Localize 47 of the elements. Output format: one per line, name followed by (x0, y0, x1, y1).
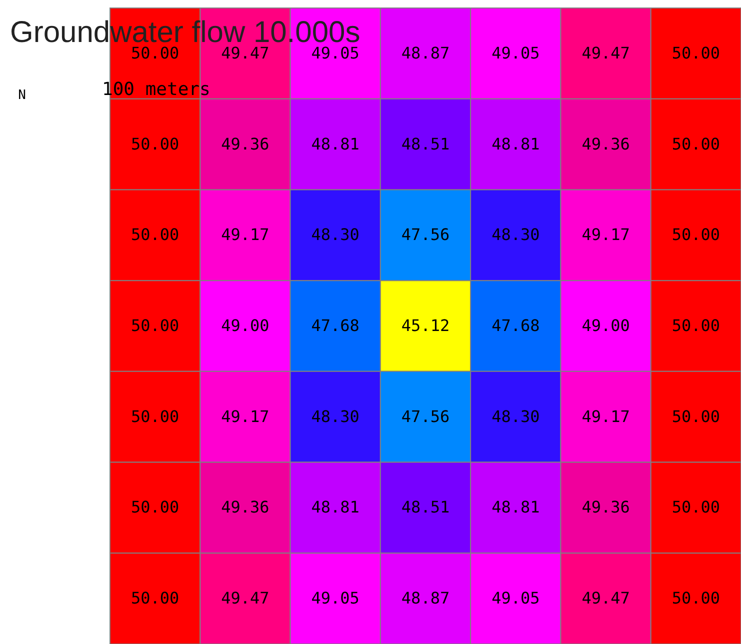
data-label: 49.00 (221, 316, 270, 335)
data-label: 48.30 (311, 225, 360, 244)
data-label: 48.87 (401, 43, 450, 62)
data-label: 50.00 (672, 43, 720, 62)
data-label: 48.30 (492, 225, 540, 244)
data-label: 49.05 (492, 43, 540, 62)
data-label: 47.68 (492, 316, 540, 335)
data-label: 50.00 (130, 134, 180, 154)
data-label: 49.36 (582, 134, 630, 154)
data-label: 48.51 (401, 498, 450, 517)
data-label: 49.17 (221, 406, 270, 426)
data-label: 49.17 (582, 406, 630, 426)
data-label: 49.36 (221, 134, 270, 154)
data-label: 48.30 (492, 406, 540, 426)
data-label: 50.00 (130, 316, 180, 335)
data-label: 48.87 (401, 588, 450, 608)
data-label: 50.00 (672, 406, 720, 426)
data-label: 50.00 (130, 498, 180, 517)
data-label: 49.00 (582, 316, 630, 335)
data-label: 49.17 (221, 225, 270, 244)
data-label: 48.81 (492, 134, 540, 154)
data-label: 49.36 (582, 498, 630, 517)
data-label: 50.00 (672, 498, 720, 517)
data-label: 50.00 (672, 134, 720, 154)
data-label: 48.81 (311, 134, 360, 154)
data-label: 48.30 (311, 406, 360, 426)
data-label: 49.17 (582, 225, 630, 244)
data-label: 45.12 (401, 316, 450, 335)
data-label: 50.00 (130, 588, 180, 608)
data-label: 50.00 (130, 225, 180, 244)
data-label: 48.51 (401, 134, 450, 154)
data-label: 49.47 (582, 588, 630, 608)
data-label: 47.56 (401, 406, 450, 426)
data-label: 49.36 (221, 498, 270, 517)
data-label: 49.47 (221, 588, 270, 608)
data-label: 48.81 (311, 498, 360, 517)
data-label: 47.68 (311, 316, 360, 335)
data-label: 49.05 (311, 588, 360, 608)
data-label: 49.05 (492, 588, 540, 608)
data-label: 50.00 (672, 588, 720, 608)
data-label: 50.00 (672, 316, 720, 335)
data-label: 47.56 (401, 225, 450, 244)
data-label: 50.00 (672, 225, 720, 244)
data-label: 48.81 (492, 498, 540, 517)
data-label: 50.00 (130, 406, 180, 426)
text: N (18, 88, 26, 103)
data-label: 49.47 (582, 43, 630, 62)
